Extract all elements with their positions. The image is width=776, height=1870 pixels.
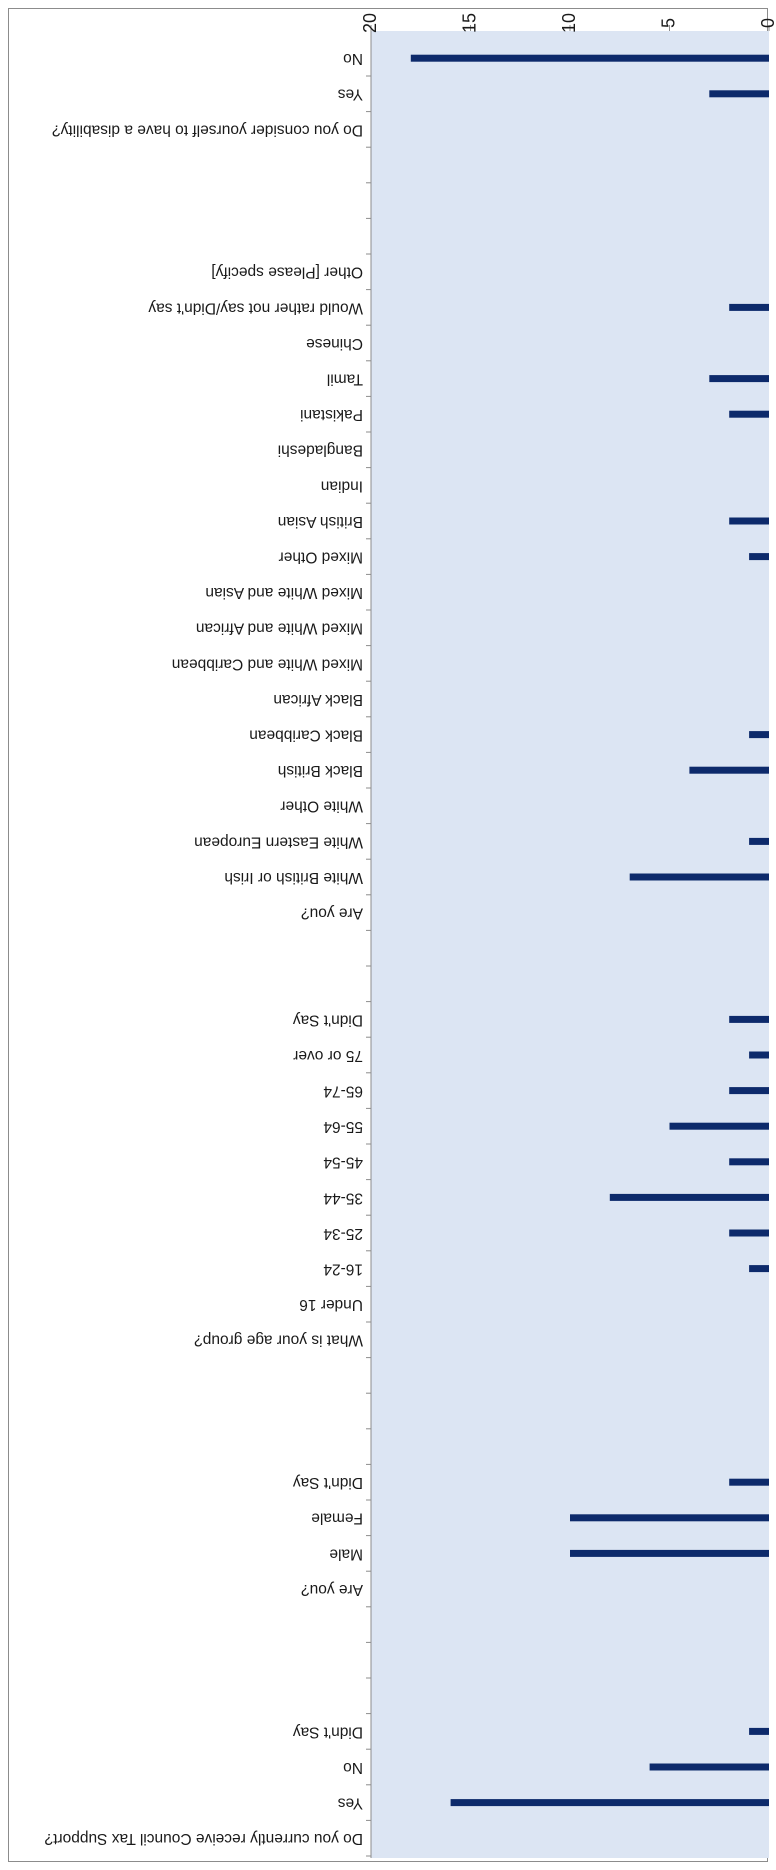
bar <box>749 731 769 738</box>
category-label: Tamil <box>327 371 363 388</box>
tick-label: 5 <box>658 18 678 28</box>
category-label: White British or Irish <box>224 869 363 886</box>
category-label: Didn't Say <box>293 1474 363 1491</box>
category-label: Mixed White and African <box>196 620 363 637</box>
category-label: Are you? <box>301 1581 363 1598</box>
category-label: Didn't Say <box>293 1011 363 1028</box>
bar <box>451 1799 769 1806</box>
bar <box>729 1016 769 1023</box>
category-label: White Other <box>280 798 363 815</box>
category-label: 65-74 <box>323 1083 363 1100</box>
bar <box>729 1479 769 1486</box>
bar <box>610 1194 769 1201</box>
category-label: No <box>343 50 363 67</box>
tick-label: 0 <box>758 18 776 28</box>
category-labels: Do you currently receive Council Tax Sup… <box>44 50 363 1847</box>
category-label: Indian <box>321 477 363 494</box>
category-label: Mixed White and Asian <box>205 584 363 601</box>
category-label: Black Caribbean <box>249 727 363 744</box>
tick-label: 15 <box>459 13 479 33</box>
category-label: Pakistani <box>300 406 363 423</box>
tick-label: 20 <box>360 13 380 33</box>
bar <box>729 411 769 418</box>
bar <box>749 1265 769 1272</box>
category-label: Female <box>311 1510 363 1527</box>
category-label: Do you currently receive Council Tax Sup… <box>44 1830 363 1847</box>
category-label: Male <box>329 1545 363 1562</box>
bar <box>749 553 769 560</box>
bar <box>411 55 769 62</box>
bar <box>689 767 769 774</box>
category-label: 55-64 <box>323 1118 363 1135</box>
category-label: White Eastern European <box>194 833 363 850</box>
category-label: British Asian <box>278 513 363 530</box>
bar <box>709 375 769 382</box>
category-label: Black African <box>273 691 363 708</box>
bar <box>749 1052 769 1059</box>
category-label: Other [Please specify] <box>211 264 363 281</box>
bar <box>570 1550 769 1557</box>
category-label: Bangladeshi <box>278 442 363 459</box>
category-label: Would rather not say/Didn't say <box>148 299 363 316</box>
category-label: Are you? <box>301 905 363 922</box>
category-label: 35-44 <box>323 1189 363 1206</box>
category-label: Mixed Other <box>279 549 363 566</box>
category-label: No <box>343 1759 363 1776</box>
bar <box>630 874 769 881</box>
plot-area <box>371 31 769 1858</box>
category-label: 25-34 <box>323 1225 363 1242</box>
category-label: 75 or over <box>293 1047 363 1064</box>
category-label: What is your age group? <box>194 1332 363 1349</box>
category-label: Chinese <box>306 335 363 352</box>
bar <box>650 1764 769 1771</box>
category-label: 45-54 <box>323 1154 363 1171</box>
category-label: 16-24 <box>323 1261 363 1278</box>
bar <box>729 1158 769 1165</box>
category-label: Do you consider yourself to have a disab… <box>52 121 363 138</box>
bar <box>670 1123 770 1130</box>
bar <box>729 1230 769 1237</box>
bar <box>729 304 769 311</box>
category-label: Didn't Say <box>293 1723 363 1740</box>
category-label: Under 16 <box>299 1296 363 1313</box>
tick-label: 10 <box>559 13 579 33</box>
bar <box>749 838 769 845</box>
bar <box>729 1087 769 1094</box>
category-label: Black British <box>278 762 363 779</box>
bar <box>729 518 769 525</box>
bar <box>709 90 769 97</box>
bar <box>570 1514 769 1521</box>
category-label: Mixed White and Caribbean <box>172 655 363 672</box>
category-label: Yes <box>337 86 363 103</box>
bar <box>749 1728 769 1735</box>
category-label: Yes <box>337 1795 363 1812</box>
